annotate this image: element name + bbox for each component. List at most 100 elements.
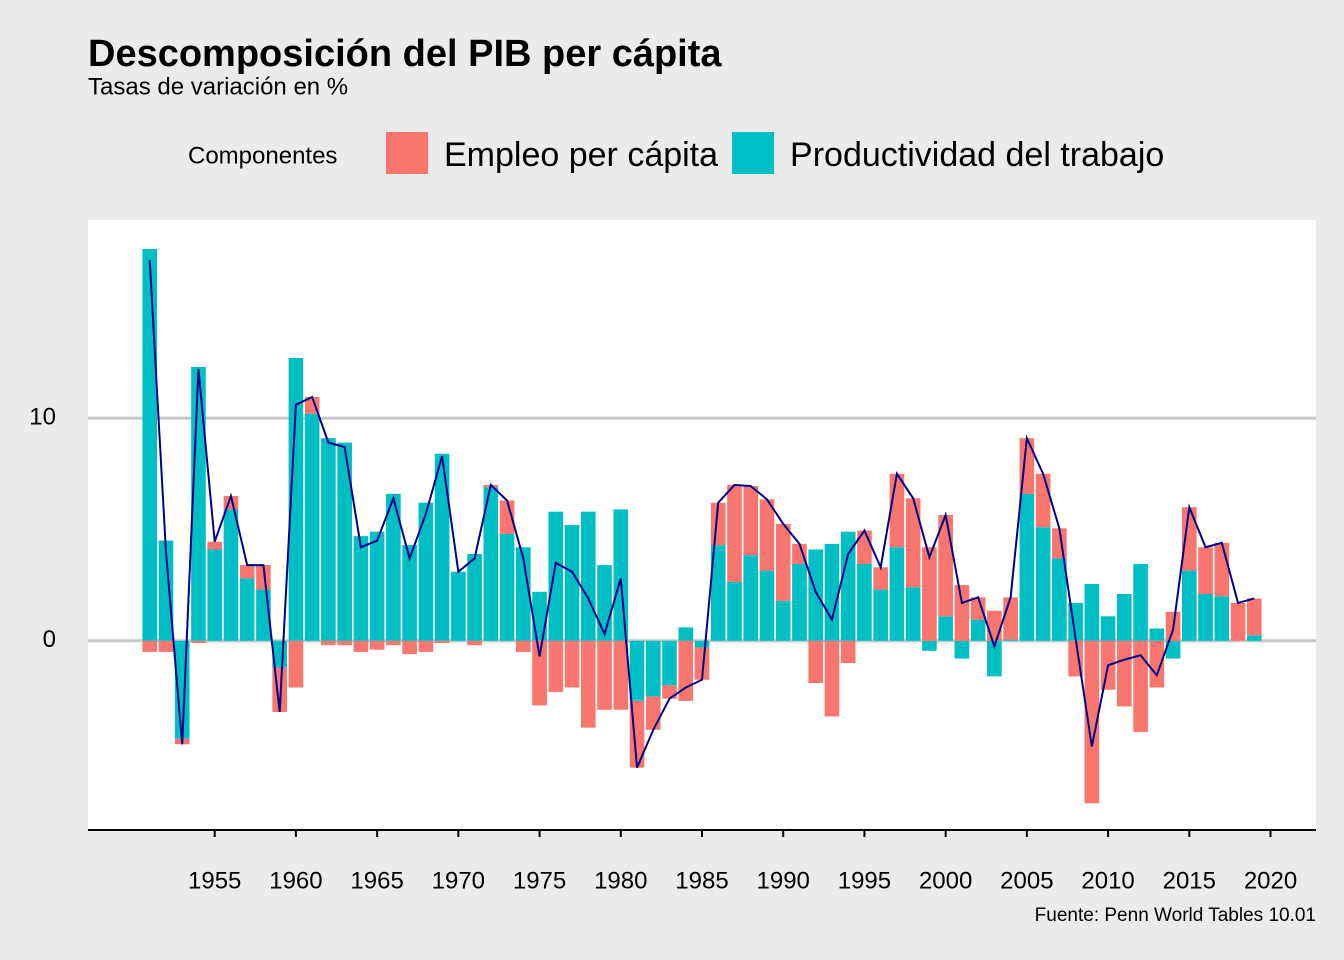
bar: [451, 571, 466, 641]
bar: [1084, 640, 1100, 804]
x-tick-label: 2015: [1163, 867, 1216, 894]
bar: [840, 640, 856, 664]
bar: [905, 498, 921, 588]
bar: [321, 438, 336, 641]
bar: [532, 591, 547, 641]
bar: [207, 549, 223, 641]
bar: [1100, 616, 1116, 641]
bar: [645, 696, 661, 730]
bar: [516, 640, 531, 652]
bar: [905, 587, 921, 641]
bar: [207, 541, 223, 550]
bar: [1133, 640, 1148, 733]
bar: [1035, 527, 1051, 641]
bar: [743, 486, 759, 556]
bar: [402, 640, 417, 655]
bar: [873, 567, 888, 590]
bar: [580, 511, 596, 641]
bar: [564, 525, 580, 641]
bar: [337, 640, 352, 646]
bar: [483, 487, 499, 641]
bar: [662, 640, 677, 686]
bar: [239, 578, 255, 641]
bar: [1149, 628, 1165, 641]
legend-swatch: [386, 132, 428, 174]
bar: [191, 640, 206, 643]
caption: Fuente: Penn World Tables 10.01: [1035, 905, 1316, 926]
x-tick-label: 2010: [1081, 867, 1134, 894]
bar: [987, 640, 1002, 677]
legend-label: Productividad del trabajo: [790, 136, 1164, 174]
bar: [824, 543, 840, 641]
bar: [938, 514, 953, 617]
bar: [597, 640, 612, 710]
bar: [840, 531, 856, 641]
bar: [727, 484, 742, 582]
bar: [1003, 639, 1018, 641]
bar: [938, 616, 953, 641]
bar: [499, 500, 515, 534]
bar: [548, 511, 564, 641]
bar: [434, 640, 450, 643]
bar: [954, 640, 970, 659]
bar: [613, 509, 629, 641]
bar: [1117, 594, 1132, 641]
bar: [1165, 640, 1181, 659]
x-tick-label: 2020: [1244, 867, 1297, 894]
bar: [321, 640, 336, 646]
bar: [467, 640, 482, 646]
bar: [369, 531, 385, 641]
bar: [1214, 596, 1230, 641]
bar: [645, 640, 661, 697]
bar: [889, 547, 905, 641]
bar: [808, 549, 824, 641]
bar: [369, 640, 385, 650]
chart-title: Descomposición del PIB per cápita: [88, 33, 722, 75]
bar: [1019, 493, 1035, 641]
bar: [759, 499, 775, 571]
bar: [1246, 598, 1262, 636]
x-tick-label: 1985: [675, 867, 728, 894]
bar: [824, 640, 840, 717]
y-tick-label: 10: [29, 403, 56, 430]
bar: [467, 553, 482, 641]
bar: [564, 640, 580, 688]
plot-panel: [88, 220, 1316, 830]
bar: [142, 248, 158, 641]
bar: [857, 530, 872, 564]
bar: [239, 565, 255, 579]
bar: [1035, 473, 1051, 528]
bar: [970, 597, 986, 620]
bar: [1149, 640, 1165, 688]
x-tick-label: 1970: [432, 867, 485, 894]
bar: [1181, 507, 1197, 571]
bar: [1003, 597, 1018, 640]
bar: [580, 640, 596, 728]
bar: [694, 647, 710, 680]
x-tick-label: 1955: [188, 867, 241, 894]
bar: [873, 589, 888, 641]
bar: [678, 627, 694, 641]
legend-title: Componentes: [188, 142, 337, 169]
bar: [597, 565, 612, 641]
bar: [386, 493, 401, 641]
bar: [337, 442, 352, 641]
bar: [1246, 635, 1262, 641]
bar: [775, 600, 791, 641]
bar: [499, 533, 515, 641]
bar: [727, 581, 742, 641]
bar: [304, 413, 320, 641]
bar: [1198, 594, 1213, 641]
bar: [808, 640, 824, 684]
bar: [434, 453, 450, 641]
bar: [694, 640, 710, 648]
x-tick-label: 1975: [513, 867, 566, 894]
bar: [775, 523, 791, 601]
bar: [532, 640, 547, 706]
bar: [1117, 640, 1132, 707]
chart-subtitle: Tasas de variación en %: [88, 73, 348, 100]
bar: [792, 543, 807, 564]
bar: [418, 502, 434, 641]
